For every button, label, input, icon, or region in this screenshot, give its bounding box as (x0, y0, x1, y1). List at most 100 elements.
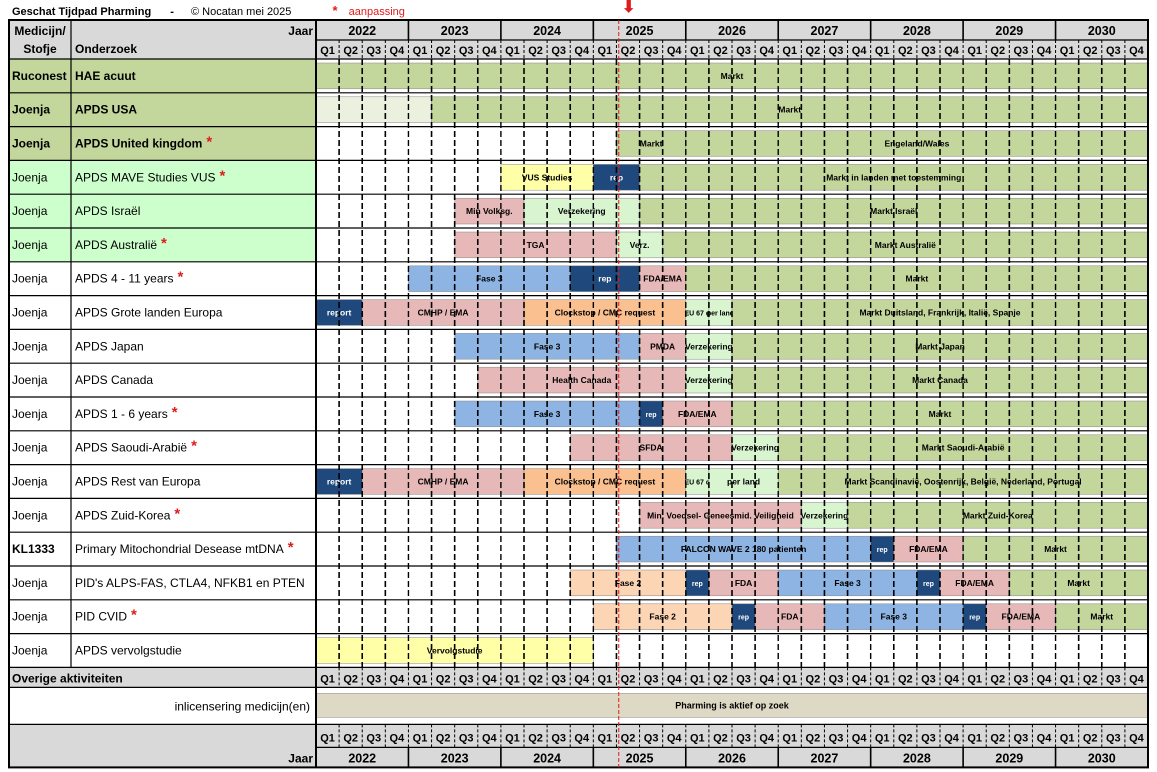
quarter-tick-label: Q2 (713, 45, 728, 57)
star-icon: * (332, 3, 338, 18)
gantt-bar (616, 535, 871, 563)
table-frame (8, 19, 1149, 769)
quarter-tick-label: Q3 (1106, 673, 1121, 685)
quarter-tick-label: Q2 (343, 673, 358, 685)
year-tick-label: 2028 (903, 751, 931, 765)
row-label-background (9, 194, 316, 228)
star-icon: * (220, 167, 226, 184)
quarter-tick-label: Q1 (413, 732, 428, 744)
quarter-tick-label: Q1 (1060, 673, 1075, 685)
row-medicine-label: Joenja (12, 204, 48, 218)
row-medicine-label: Ruconest (12, 69, 67, 83)
row-label-background (9, 59, 316, 93)
title-separator: - (170, 6, 174, 18)
year-axis-label: Jaar (288, 751, 313, 765)
other-header-band (9, 667, 1148, 688)
quarter-tick-label: Q4 (667, 673, 683, 685)
gantt-bar (662, 231, 1149, 259)
col-medicine-header: Medicijn/ (14, 24, 66, 38)
quarter-tick-label: Q2 (343, 732, 358, 744)
quarter-tick-label: Q1 (782, 732, 797, 744)
quarter-tick-label: Q2 (528, 45, 543, 57)
quarter-tick-label: Q3 (829, 673, 844, 685)
bar-label: Clockstop / CMC request (555, 308, 656, 318)
row-label-background (9, 498, 316, 533)
quarter-tick-label: Q2 (528, 732, 543, 744)
row-study-label: APDS MAVE Studies VUS (75, 170, 216, 184)
gantt-bar (893, 535, 964, 563)
gantt-bar (523, 468, 687, 495)
quarter-tick-label: Q3 (644, 732, 659, 744)
quarter-tick-label: Q3 (644, 673, 659, 685)
quarter-tick-label: Q4 (1037, 45, 1053, 57)
quarter-tick-label: Q2 (436, 673, 451, 685)
row-study-label: APDS Australië (75, 238, 157, 252)
row-label-background (9, 599, 316, 634)
row-medicine-label: Joenja (12, 137, 50, 151)
quarter-tick-label: Q3 (459, 732, 474, 744)
gantt-bar (315, 637, 594, 664)
row-label-background (9, 397, 316, 431)
bar-label: rep (969, 615, 980, 622)
gantt-bar (361, 468, 525, 495)
quarter-tick-label: Q3 (366, 45, 381, 57)
quarter-tick-label: Q3 (551, 732, 566, 744)
bar-label: rep (738, 615, 749, 622)
bar-label: rep (877, 547, 888, 554)
quarter-tick-label: Q4 (390, 732, 406, 744)
quarter-tick-label: Q2 (898, 732, 913, 744)
star-icon: * (172, 404, 178, 421)
bar-label: Fase 2 (649, 612, 676, 622)
star-icon: * (191, 438, 197, 455)
quarter-tick-label: Q3 (1106, 732, 1121, 744)
quarter-tick-label: Q2 (343, 45, 358, 57)
quarter-tick-label: Q3 (1014, 673, 1029, 685)
gantt-bar (408, 265, 571, 292)
row-medicine-label: Joenja (12, 339, 48, 353)
bar-label: Markt Japan (915, 341, 965, 351)
other-activities-header: Overige aktiviteiten (12, 671, 123, 685)
quarter-tick-label: Q4 (1037, 673, 1053, 685)
quarter-tick-label: Q1 (598, 732, 613, 744)
quarter-tick-label: Q2 (528, 673, 543, 685)
quarter-tick-label: Q1 (690, 673, 705, 685)
year-tick-label: 2027 (811, 24, 839, 38)
quarter-tick-label: Q3 (921, 45, 936, 57)
quarter-tick-label: Q3 (366, 732, 381, 744)
quarter-tick-label: Q4 (667, 45, 683, 57)
gantt-bar (431, 96, 1149, 123)
quarter-tick-label: Q2 (990, 673, 1005, 685)
quarter-tick-label: Q3 (736, 673, 751, 685)
bar-label: rep (692, 581, 703, 588)
quarter-tick-label: Q1 (875, 673, 890, 685)
quarter-tick-label: Q1 (1060, 732, 1075, 744)
quarter-tick-label: Q1 (690, 732, 705, 744)
quarter-tick-label: Q4 (852, 673, 868, 685)
copyright-note: © Nocatan mei 2025 (190, 6, 292, 18)
bar-label: Fase 3 (881, 612, 908, 622)
bar-label: FDA (735, 578, 752, 588)
quarter-tick-label: Q4 (759, 732, 775, 744)
bar-label: Markt Scandinavië, Oostenrijk, België, N… (845, 477, 1082, 487)
quarter-tick-label: Q3 (829, 732, 844, 744)
quarter-tick-label: Q1 (505, 45, 520, 57)
gantt-bar (477, 366, 687, 394)
quarter-tick-label: Q2 (898, 673, 913, 685)
bar-label: rep (598, 274, 611, 284)
quarter-tick-label: Q1 (413, 673, 428, 685)
quarter-tick-label: Q4 (1037, 732, 1053, 744)
quarter-tick-label: Q2 (713, 732, 728, 744)
row-medicine-label: Joenja (12, 610, 48, 624)
row-study-label: Primary Mitochondrial Desease mtDNA (75, 542, 284, 556)
year-tick-label: 2022 (348, 24, 376, 38)
quarter-tick-label: Q3 (921, 732, 936, 744)
row-medicine-label: Joenja (12, 238, 48, 252)
star-icon: * (206, 134, 212, 151)
quarter-tick-label: Q3 (551, 45, 566, 57)
today-arrow-top-icon: ⬇ (622, 0, 636, 16)
quarter-tick-label: Q4 (390, 45, 406, 57)
quarter-tick-label: Q4 (574, 732, 590, 744)
row-label-background (9, 295, 316, 330)
star-icon: * (131, 607, 137, 624)
col-medicine-header: Stofje (23, 42, 57, 56)
